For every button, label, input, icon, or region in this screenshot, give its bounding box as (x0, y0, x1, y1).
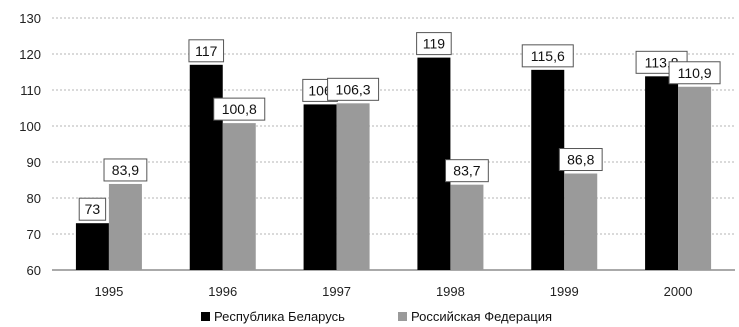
x-tick-label: 2000 (664, 284, 693, 299)
bar-belarus (645, 76, 679, 270)
data-label: 83,7 (453, 163, 480, 179)
data-labels: 73 83,9 117 100,8 106 106,3 119 83,7 115,6 86,8 11… (78, 32, 721, 221)
data-label: 106,3 (336, 81, 371, 97)
data-label-box (327, 77, 380, 101)
bar-belarus (75, 223, 109, 270)
x-tick-label: 1995 (94, 284, 123, 299)
bar-belarus (189, 64, 223, 270)
legend-swatch-belarus (201, 312, 210, 321)
data-label: 119 (423, 36, 446, 52)
legend-label-russia: Российская Федерация (411, 309, 552, 324)
x-tick-label: 1998 (436, 284, 465, 299)
data-label-box (416, 32, 452, 56)
y-axis-ticks: 60 70 80 90 100 110 120 130 (19, 11, 41, 278)
y-tick-label: 130 (19, 11, 41, 26)
legend-label-belarus: Республика Беларусь (214, 309, 345, 324)
legend: Республика Беларусь Российская Федерация (201, 309, 552, 324)
data-label-box (213, 97, 266, 121)
y-tick-label: 70 (27, 227, 41, 242)
bar-belarus (303, 104, 337, 271)
data-label: 83,9 (112, 162, 139, 178)
data-label-box (521, 44, 574, 68)
data-label: 86,8 (567, 152, 594, 168)
x-tick-label: 1999 (550, 284, 579, 299)
x-axis-ticks: 1995 1996 1997 1998 1999 2000 (94, 284, 692, 299)
legend-swatch-russia (398, 312, 407, 321)
data-label-box (78, 197, 107, 221)
data-label: 110,9 (678, 65, 712, 81)
bar-belarus (531, 69, 565, 270)
y-tick-label: 60 (27, 263, 41, 278)
data-label-box (103, 158, 148, 182)
data-label-box (558, 148, 603, 172)
bars (75, 57, 712, 271)
gridlines (52, 17, 735, 271)
data-label-box (188, 39, 225, 63)
y-tick-label: 90 (27, 155, 41, 170)
y-tick-label: 120 (19, 47, 41, 62)
y-tick-label: 110 (20, 83, 41, 98)
bar-russia (108, 183, 142, 270)
data-label: 115,6 (531, 48, 565, 64)
bar-russia (564, 173, 598, 270)
bar-russia (336, 103, 370, 270)
data-label: 100,8 (222, 101, 257, 117)
data-label: 73 (85, 201, 101, 217)
y-tick-label: 100 (19, 119, 41, 134)
data-label-box (668, 61, 721, 85)
data-label-box (445, 159, 489, 183)
bar-belarus (417, 57, 451, 270)
bar-russia (678, 86, 712, 270)
data-label: 106 (308, 82, 332, 98)
y-tick-label: 80 (27, 191, 41, 206)
bar-russia (450, 184, 484, 270)
bar-russia (222, 123, 256, 271)
x-tick-label: 1997 (322, 284, 351, 299)
x-tick-label: 1996 (208, 284, 237, 299)
data-label: 117 (195, 43, 218, 59)
